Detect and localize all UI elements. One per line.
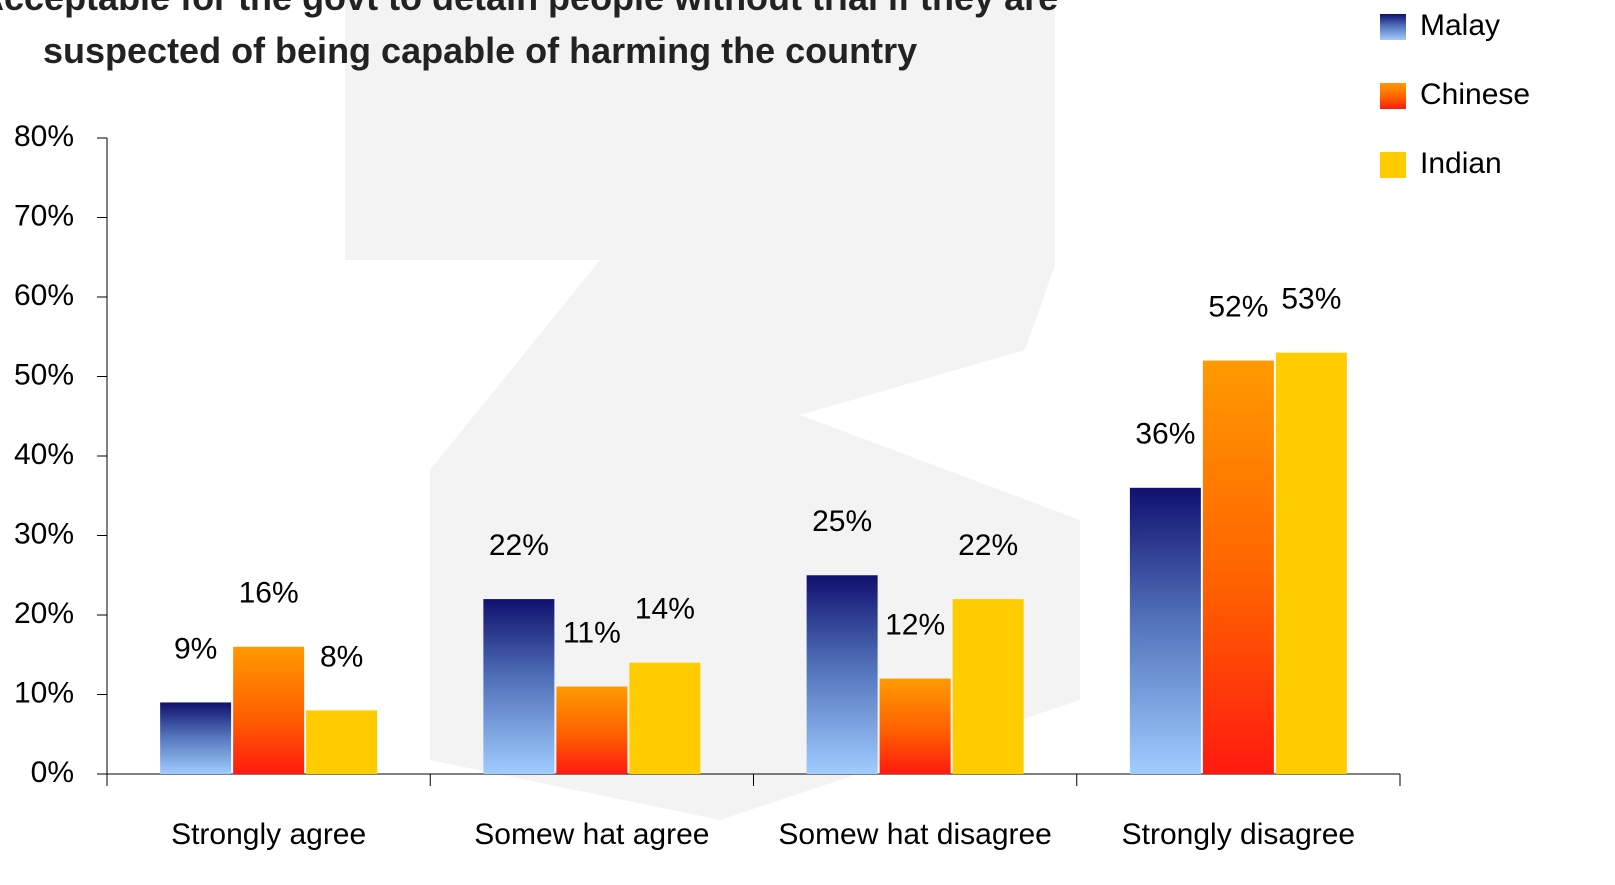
y-tick-label: 10% [14, 676, 74, 709]
bar [233, 646, 305, 774]
y-tick-label: 70% [14, 199, 74, 232]
data-label: 22% [489, 529, 549, 562]
bar [1202, 360, 1274, 774]
x-tick-label: Strongly agree [171, 818, 366, 851]
data-label: 22% [958, 529, 1018, 562]
data-label: 25% [812, 505, 872, 538]
legend-label: Chinese [1420, 78, 1530, 111]
data-label: 36% [1135, 418, 1195, 451]
legend-swatch [1380, 83, 1406, 109]
data-label: 52% [1208, 291, 1268, 324]
data-label: 8% [320, 640, 363, 673]
y-tick-label: 0% [31, 756, 74, 789]
chart-title: Acceptable for the govt to detain people… [0, 0, 1068, 71]
bar [806, 575, 878, 774]
data-label: 12% [885, 609, 945, 642]
bar [306, 710, 378, 774]
data-label: 16% [239, 577, 299, 610]
y-tick-label: 30% [14, 517, 74, 550]
y-tick-label: 20% [14, 597, 74, 630]
chart-title-line: Acceptable for the govt to detain people… [0, 0, 1058, 18]
y-tick-label: 80% [14, 120, 74, 153]
bar [1275, 352, 1347, 774]
legend-label: Malay [1420, 9, 1500, 42]
bar [160, 702, 232, 774]
x-tick-label: Somew hat agree [474, 818, 709, 851]
legend-swatch [1380, 14, 1406, 40]
legend-swatch [1380, 152, 1406, 178]
data-label: 11% [563, 616, 621, 649]
x-tick-label: Somew hat disagree [778, 818, 1052, 851]
legend-label: Indian [1420, 147, 1502, 180]
y-tick-label: 40% [14, 438, 74, 471]
bar [629, 662, 701, 774]
bar [483, 599, 555, 774]
y-tick-label: 50% [14, 358, 74, 391]
bar [1129, 487, 1201, 774]
x-tick-label: Strongly disagree [1122, 818, 1355, 851]
y-tick-label: 60% [14, 279, 74, 312]
bar [879, 678, 951, 774]
bar [952, 599, 1024, 774]
data-label: 53% [1281, 283, 1341, 316]
data-label: 14% [635, 593, 695, 626]
bar [556, 686, 628, 774]
data-label: 9% [174, 632, 217, 665]
chart-title-line: suspected of being capable of harming th… [43, 30, 917, 71]
